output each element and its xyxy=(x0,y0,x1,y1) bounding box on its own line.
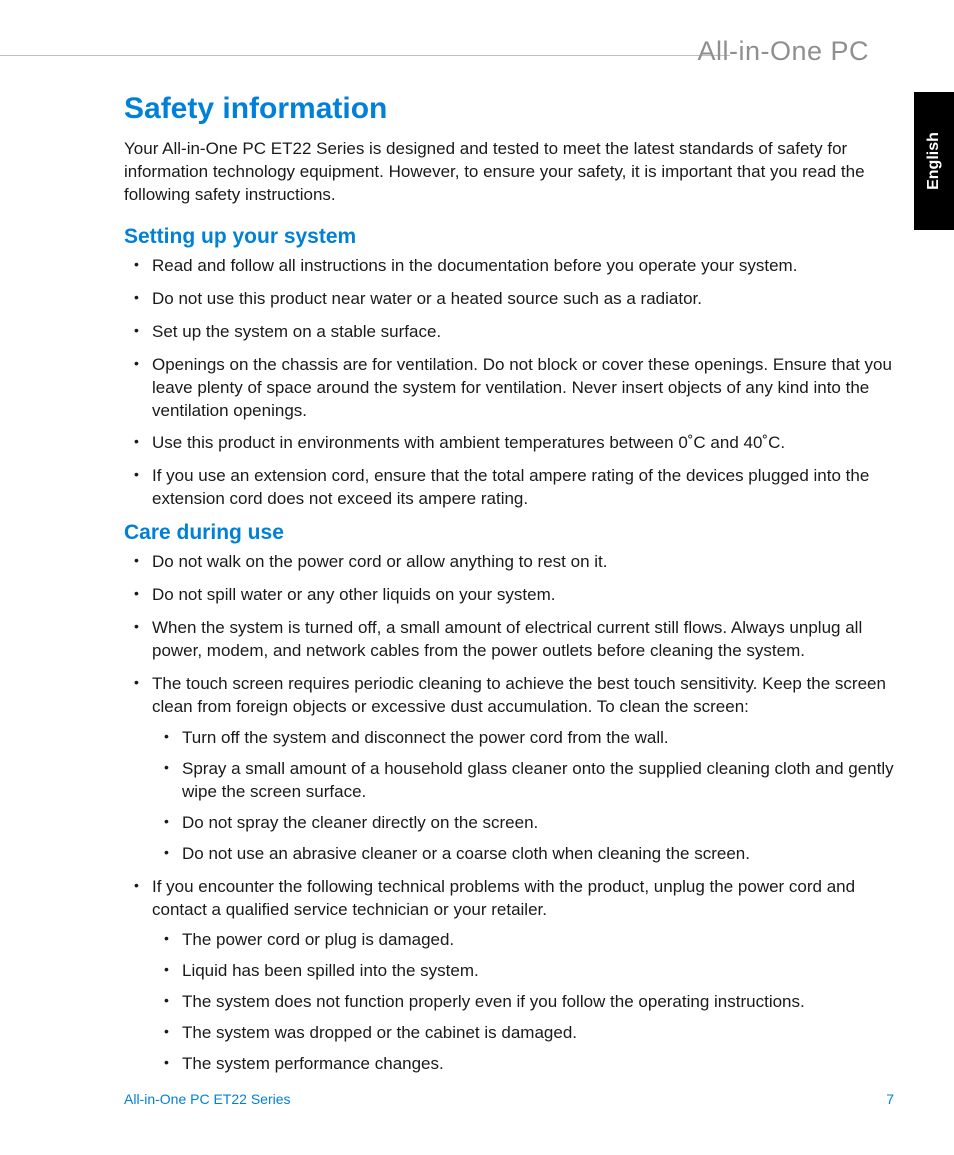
list-item: Openings on the chassis are for ventilat… xyxy=(152,354,894,423)
list-item: Do not walk on the power cord or allow a… xyxy=(152,551,894,574)
clean-sublist: Turn off the system and disconnect the p… xyxy=(152,727,894,866)
language-tab: English xyxy=(914,92,954,230)
language-label: English xyxy=(925,132,943,190)
page-title: Safety information xyxy=(124,92,894,126)
list-item: Do not use this product near water or a … xyxy=(152,288,894,311)
list-item: If you encounter the following technical… xyxy=(152,876,894,1077)
list-item-text: If you encounter the following technical… xyxy=(152,877,855,919)
list-item: If you use an extension cord, ensure tha… xyxy=(152,465,894,511)
intro-paragraph: Your All-in-One PC ET22 Series is design… xyxy=(124,138,894,207)
page-footer: All-in-One PC ET22 Series 7 xyxy=(124,1091,894,1107)
list-item: Turn off the system and disconnect the p… xyxy=(182,727,894,750)
list-item: The power cord or plug is damaged. xyxy=(182,929,894,952)
setup-list: Read and follow all instructions in the … xyxy=(124,255,894,511)
list-item: Use this product in environments with am… xyxy=(152,432,894,455)
section-heading-care: Care during use xyxy=(124,521,894,545)
list-item: The system was dropped or the cabinet is… xyxy=(182,1022,894,1045)
section-heading-setup: Setting up your system xyxy=(124,225,894,249)
list-item: Set up the system on a stable surface. xyxy=(152,321,894,344)
list-item-text: The touch screen requires periodic clean… xyxy=(152,674,886,716)
brand-title: All-in-One PC xyxy=(697,36,869,67)
list-item: Read and follow all instructions in the … xyxy=(152,255,894,278)
footer-page-number: 7 xyxy=(886,1091,894,1107)
list-item: When the system is turned off, a small a… xyxy=(152,617,894,663)
list-item: The system does not function properly ev… xyxy=(182,991,894,1014)
page-content: Safety information Your All-in-One PC ET… xyxy=(124,92,894,1086)
care-list: Do not walk on the power cord or allow a… xyxy=(124,551,894,1076)
problems-sublist: The power cord or plug is damaged. Liqui… xyxy=(152,929,894,1076)
footer-product: All-in-One PC ET22 Series xyxy=(124,1091,291,1107)
list-item: The system performance changes. xyxy=(182,1053,894,1076)
list-item: Do not spray the cleaner directly on the… xyxy=(182,812,894,835)
list-item: The touch screen requires periodic clean… xyxy=(152,673,894,866)
top-divider xyxy=(0,55,730,56)
list-item: Spray a small amount of a household glas… xyxy=(182,758,894,804)
list-item: Liquid has been spilled into the system. xyxy=(182,960,894,983)
list-item: Do not spill water or any other liquids … xyxy=(152,584,894,607)
list-item: Do not use an abrasive cleaner or a coar… xyxy=(182,843,894,866)
